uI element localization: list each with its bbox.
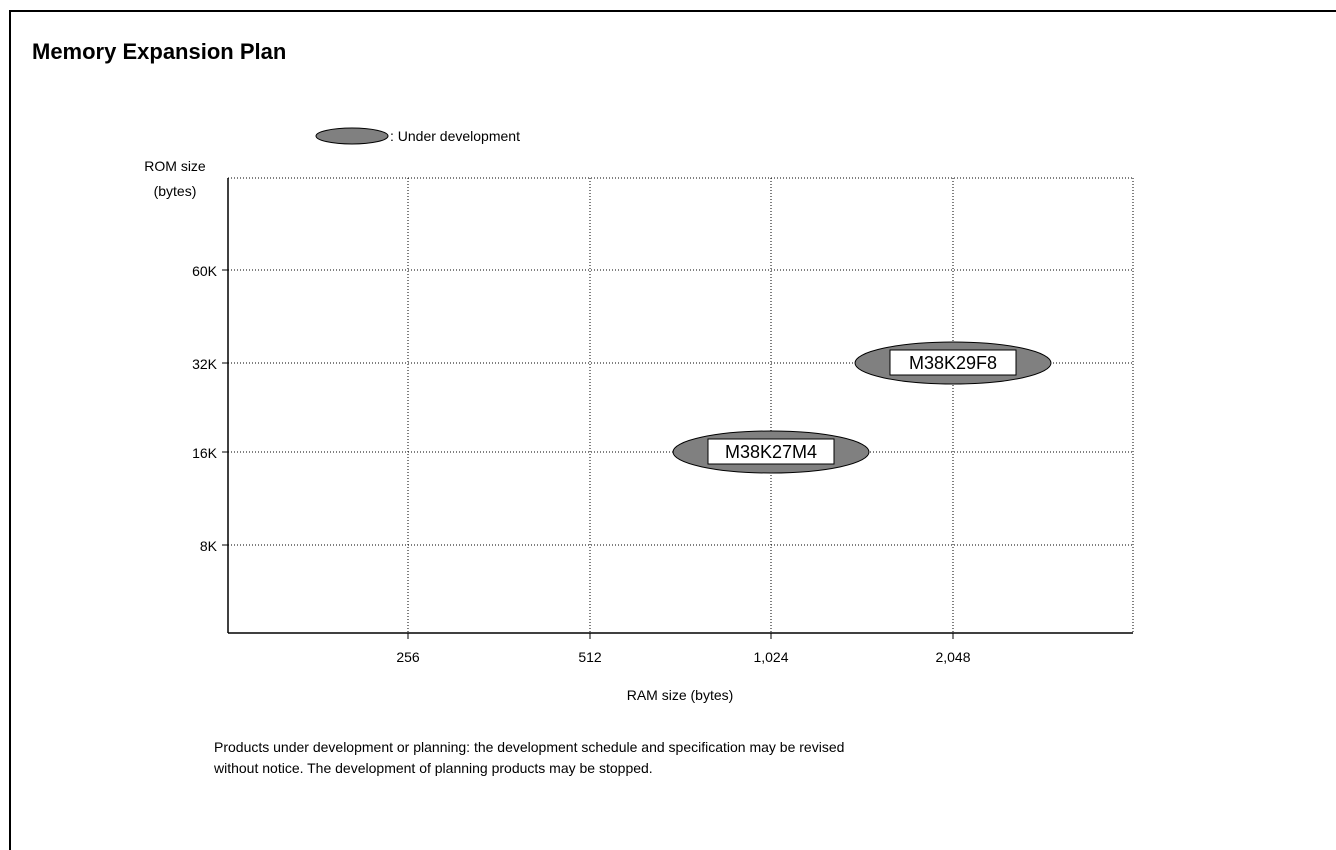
grid-lines bbox=[228, 177, 1134, 633]
y-axis-label-line1: ROM size bbox=[144, 158, 206, 174]
tick-labels: 256 512 1,024 2,048 8K 16K 32K 60K bbox=[192, 263, 971, 665]
x-tick-label: 256 bbox=[396, 649, 420, 665]
product-mark: M38K27M4 bbox=[672, 430, 870, 474]
y-tick-label: 60K bbox=[192, 263, 218, 279]
product-label: M38K27M4 bbox=[725, 442, 817, 462]
product-label-box bbox=[707, 438, 835, 465]
axes bbox=[222, 178, 1133, 639]
note-line: without notice. The development of plann… bbox=[214, 760, 653, 776]
y-tick-label: 16K bbox=[192, 445, 218, 461]
note-line: Products under development or planning: … bbox=[214, 739, 845, 755]
product-label-box bbox=[889, 349, 1017, 376]
y-axis-label-line2: (bytes) bbox=[154, 183, 197, 199]
y-tick-label: 32K bbox=[192, 356, 218, 372]
product-mark: M38K29F8 bbox=[854, 341, 1052, 385]
product-label: M38K29F8 bbox=[909, 353, 997, 373]
legend-ellipse-icon bbox=[315, 127, 389, 145]
x-tick-label: 2,048 bbox=[935, 649, 970, 665]
page-title: Memory Expansion Plan bbox=[32, 39, 287, 64]
disclaimer-note: Products under development or planning: … bbox=[214, 737, 1114, 779]
x-tick-label: 512 bbox=[578, 649, 602, 665]
y-tick-label: 8K bbox=[200, 538, 218, 554]
legend-label: : Under development bbox=[390, 128, 520, 144]
x-tick-label: 1,024 bbox=[753, 649, 788, 665]
data-marks: M38K27M4 M38K29F8 bbox=[672, 341, 1052, 474]
x-axis-label: RAM size (bytes) bbox=[627, 687, 734, 703]
page-frame bbox=[9, 10, 1336, 850]
